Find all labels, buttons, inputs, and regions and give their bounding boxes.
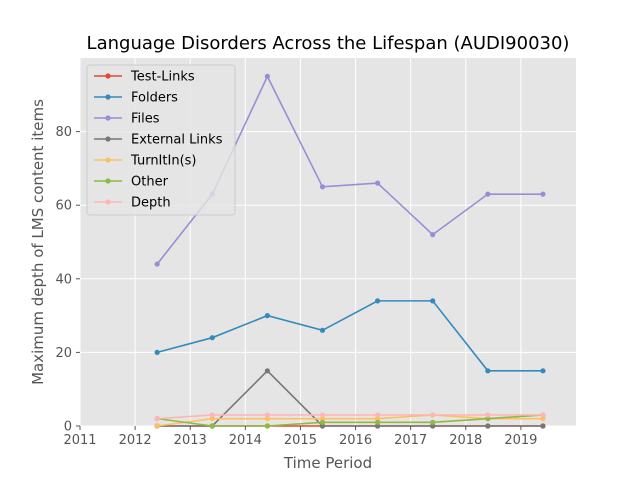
x-tick-label: 2017	[394, 433, 427, 448]
x-tick-label: 2019	[504, 433, 537, 448]
x-tick-label: 2013	[174, 433, 207, 448]
data-point-files	[485, 191, 491, 197]
x-tick-label: 2014	[229, 433, 262, 448]
legend-item-folders: Folders	[94, 91, 178, 106]
legend-label: TurnItIn(s)	[130, 154, 196, 169]
data-point-folders	[540, 368, 546, 374]
data-point-folders	[264, 313, 270, 319]
data-point-files	[540, 191, 546, 197]
data-point-other	[264, 423, 270, 429]
data-point-folders	[319, 327, 326, 333]
y-tick-label: 20	[55, 346, 72, 361]
legend-item-external-links: External Links	[94, 133, 223, 148]
x-tick-label: 2016	[339, 433, 372, 448]
x-tick-label: 2011	[63, 433, 96, 448]
data-point-folders	[430, 298, 436, 304]
legend-item-test-links: Test-Links	[94, 70, 195, 85]
x-tick-label: 2018	[449, 433, 482, 448]
legend-marker	[105, 178, 111, 184]
y-tick-label: 60	[55, 199, 72, 214]
x-axis-ticks: 2011 2012 2013 2014 2015 2016 2017 2018 2019	[63, 426, 537, 448]
data-point-folders	[154, 349, 160, 355]
data-point-files	[430, 232, 436, 238]
legend-item-turnitin-s: TurnItIn(s)	[94, 154, 196, 169]
legend-marker	[105, 199, 111, 205]
data-point-other	[209, 423, 215, 429]
legend-item-depth: Depth	[94, 196, 171, 211]
y-tick-label: 0	[64, 420, 72, 435]
data-point-depth	[375, 412, 381, 418]
data-point-turnitin-s	[375, 416, 381, 422]
data-point-files	[264, 73, 270, 79]
legend-item-files: Files	[94, 112, 160, 127]
data-point-depth	[209, 412, 215, 418]
data-point-turnitin-s	[540, 416, 546, 422]
legend-item-other: Other	[94, 175, 169, 190]
data-point-external-links	[485, 423, 491, 429]
y-axis-ticks: 0 20 40 60 80	[55, 125, 80, 435]
legend-label: Test-Links	[130, 70, 195, 85]
legend: Test-Links Folders Files External Links Turn…	[86, 64, 236, 216]
data-point-other	[375, 419, 381, 425]
series-line-other	[157, 414, 543, 427]
data-point-depth	[430, 412, 436, 418]
series-line-folders	[156, 300, 543, 372]
x-tick-label: 2012	[119, 433, 152, 448]
data-point-files	[154, 261, 160, 267]
x-axis-label: Time Period	[283, 454, 372, 472]
data-point-folders	[209, 335, 215, 341]
data-point-depth	[154, 416, 160, 422]
data-point-other	[485, 416, 491, 422]
legend-label: Files	[131, 112, 160, 127]
x-tick-label: 2015	[284, 433, 317, 448]
chart-title: Language Disorders Across the Lifespan (…	[87, 33, 570, 54]
data-point-other	[430, 419, 436, 425]
data-point-depth	[319, 412, 326, 418]
data-point-other	[319, 419, 326, 425]
series-line-turnitin-s	[157, 414, 543, 427]
data-point-external-links	[540, 423, 546, 429]
data-point-folders	[375, 298, 381, 304]
data-point-files	[375, 180, 381, 186]
data-point-turnitin-s	[319, 416, 326, 422]
y-tick-label: 80	[55, 125, 72, 140]
legend-marker	[105, 115, 111, 121]
legend-label: Other	[131, 175, 169, 190]
series-line-depth	[157, 414, 543, 420]
data-point-external-links	[319, 423, 326, 429]
legend-label: External Links	[131, 133, 223, 148]
data-point-turnitin-s	[209, 416, 215, 422]
data-point-external-links	[264, 368, 270, 374]
series-folders	[154, 298, 546, 374]
data-point-depth	[485, 412, 491, 418]
legend-marker	[105, 157, 111, 163]
series-depth	[154, 412, 546, 422]
series-line-external-links	[157, 369, 543, 427]
data-point-folders	[485, 368, 491, 374]
data-point-depth	[264, 412, 270, 418]
y-axis-label: Maximum depth of LMS content items	[29, 99, 47, 385]
data-point-turnitin-s	[264, 416, 270, 422]
data-point-turnitin-s	[154, 423, 160, 429]
legend-marker	[105, 94, 111, 100]
data-point-depth	[540, 412, 546, 418]
legend-label: Folders	[131, 91, 178, 106]
data-point-files	[319, 184, 326, 190]
legend-label: Depth	[131, 196, 171, 211]
legend-box	[86, 64, 236, 216]
legend-marker	[105, 136, 111, 142]
data-point-external-links	[375, 423, 381, 429]
legend-marker	[105, 73, 111, 79]
y-tick-label: 40	[55, 272, 72, 287]
data-point-external-links	[430, 423, 436, 429]
